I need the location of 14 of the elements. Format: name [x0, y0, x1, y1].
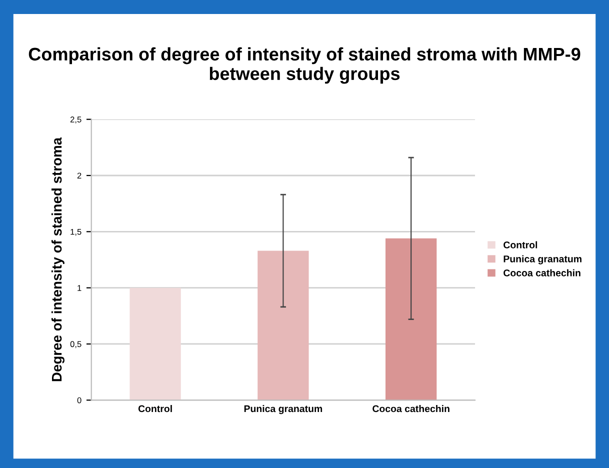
y-tick-label: 1,5 — [70, 228, 82, 236]
y-tick-label: 1 — [78, 285, 82, 291]
legend-label: Cocoa cathechin — [504, 269, 580, 276]
chart-title: Comparison of degree of intensity of stained stroma with MMP-9 between study groups — [28, 47, 580, 84]
y-tick-label: 2,5 — [70, 116, 82, 124]
y-tick-label: 0,5 — [70, 341, 82, 348]
y-axis-title: Degree of intensity of stained stroma — [51, 137, 64, 382]
x-tick-label: Control — [138, 405, 172, 412]
x-tick-label: Punica granatum — [244, 405, 322, 414]
x-tick-label: Cocoa cathechin — [372, 405, 450, 412]
y-tick-label: 0 — [77, 397, 82, 404]
legend-label: Control — [504, 241, 538, 248]
y-tick-label: 2 — [77, 172, 82, 179]
legend-label: Punica granatum — [504, 255, 582, 264]
